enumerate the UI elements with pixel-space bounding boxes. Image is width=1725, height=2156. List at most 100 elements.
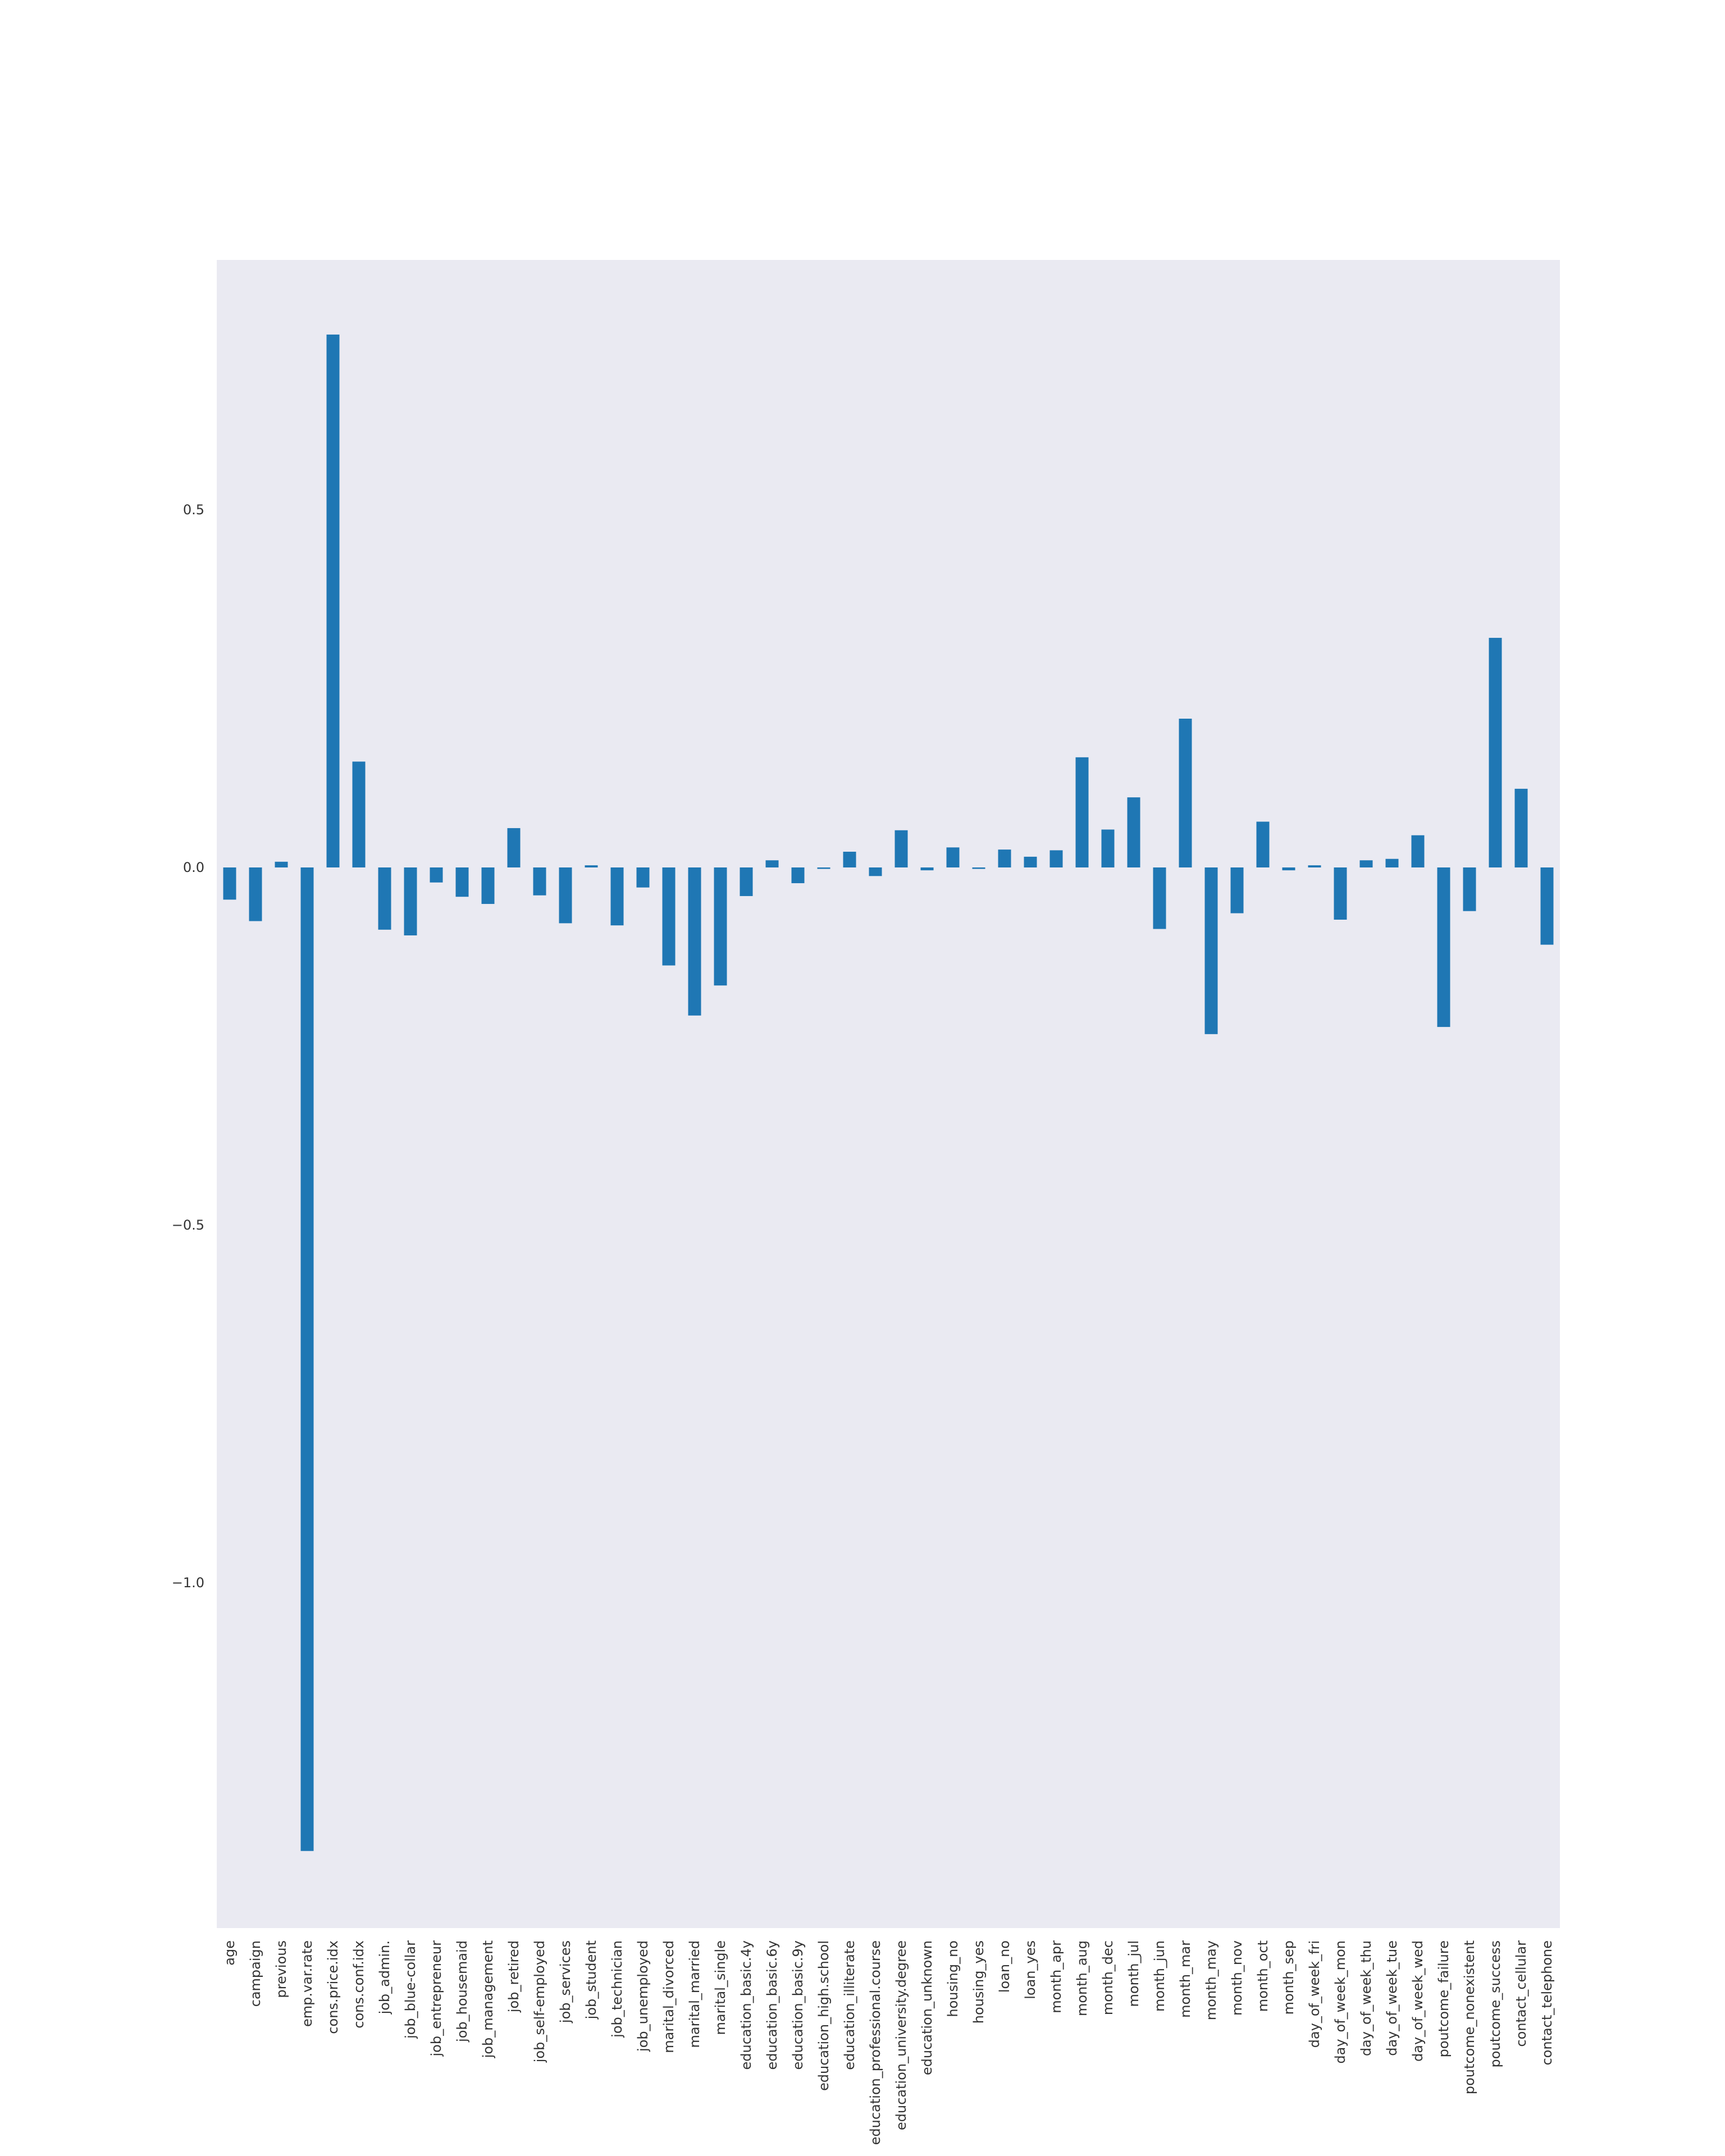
bar-education_high.school (817, 867, 830, 869)
bar-education_university.degree (895, 830, 908, 867)
bar-day_of_week_thu (1359, 860, 1373, 867)
bar-month_sep (1282, 867, 1295, 871)
x-tick-label: job_retired (506, 1940, 522, 2013)
bar-month_aug (1075, 757, 1089, 867)
bar-job_entrepreneur (430, 867, 443, 883)
x-tick-label: month_sep (1281, 1940, 1297, 2015)
x-tick-label: education_illiterate (842, 1940, 857, 2070)
bar-campaign (249, 867, 262, 921)
bar-emp.var.rate (300, 867, 314, 1851)
bar-job_blue-collar (404, 867, 417, 936)
x-tick-label: job_admin. (377, 1940, 393, 2015)
x-tick-label: month_apr (1048, 1940, 1064, 2013)
bar-education_basic.6y (765, 860, 779, 867)
x-tick-label: housing_no (945, 1940, 961, 2017)
x-tick-label: job_housemaid (454, 1940, 470, 2043)
bar-month_apr (1049, 850, 1063, 867)
x-tick-label: job_student (583, 1940, 599, 2020)
bar-education_professional.course (869, 867, 882, 876)
x-tick-label: housing_yes (971, 1940, 987, 2023)
x-tick-label: campaign (248, 1940, 263, 2007)
x-tick-label: job_entrepreneur (428, 1940, 444, 2057)
bar-job_housemaid (455, 867, 469, 897)
x-tick-label: day_of_week_fri (1307, 1940, 1322, 2048)
bar-poutcome_failure (1437, 867, 1450, 1027)
x-tick-label: month_aug (1074, 1940, 1090, 2016)
bar-poutcome_success (1489, 638, 1502, 867)
x-tick-label: day_of_week_tue (1384, 1940, 1400, 2056)
bars-group (223, 334, 1554, 1851)
x-tick-label: job_services (558, 1940, 573, 2023)
bar-job_management (481, 867, 495, 904)
x-tick-label: job_technician (609, 1940, 625, 2038)
y-tick-label: −1.0 (172, 1575, 204, 1591)
x-tick-label: cons.conf.idx (351, 1940, 367, 2029)
x-tick-label: month_oct (1255, 1940, 1271, 2012)
x-tick-label: month_dec (1100, 1940, 1116, 2015)
bar-loan_no (998, 849, 1011, 867)
x-tick-label: education_basic.9y (790, 1940, 806, 2070)
x-tick-label: education_university.degree (893, 1940, 909, 2130)
x-tick-label: day_of_week_wed (1410, 1940, 1426, 2062)
plot-area (217, 260, 1560, 1928)
bar-education_basic.4y (740, 867, 753, 896)
x-tick-label: poutcome_success (1487, 1940, 1503, 2067)
bar-month_mar (1179, 719, 1192, 867)
x-tick-label: job_self-employed (532, 1940, 547, 2063)
x-tick-label: previous (273, 1940, 289, 1998)
y-tick-label: 0.0 (183, 860, 204, 875)
x-tick-label: education_professional.course (868, 1940, 883, 2145)
x-tick-label: marital_divorced (661, 1940, 677, 2053)
bar-cons.price.idx (326, 334, 340, 867)
x-tick-label: marital_single (713, 1940, 728, 2035)
bar-cons.conf.idx (352, 761, 366, 867)
bar-day_of_week_fri (1308, 865, 1321, 867)
x-tick-label: month_nov (1229, 1940, 1245, 2016)
bar-job_student (585, 865, 598, 867)
x-tick-label: job_unemployed (635, 1940, 651, 2052)
x-tick-label: age (222, 1940, 238, 1966)
bar-contact_cellular (1514, 788, 1528, 867)
bar-loan_yes (1024, 856, 1037, 867)
bar-marital_divorced (662, 867, 676, 966)
bar-housing_yes (972, 867, 985, 869)
x-tick-label: poutcome_failure (1436, 1940, 1452, 2057)
x-tick-label: emp.var.rate (299, 1940, 315, 2027)
x-tick-label: education_basic.6y (764, 1940, 780, 2070)
x-tick-label: cons.price.idx (325, 1940, 341, 2034)
x-tick-label: contact_cellular (1513, 1940, 1529, 2047)
bar-poutcome_nonexistent (1463, 867, 1476, 911)
x-tick-label: education_unknown (919, 1940, 935, 2075)
bar-day_of_week_tue (1385, 858, 1399, 867)
x-tick-label: marital_married (687, 1940, 702, 2048)
bar-month_jul (1127, 797, 1140, 867)
bar-housing_no (946, 847, 960, 867)
bar-contact_telephone (1540, 867, 1554, 945)
y-axis: −1.0 −0.5 0.0 0.5 (172, 502, 204, 1591)
x-tick-label: month_mar (1178, 1940, 1193, 2018)
bar-month_dec (1101, 829, 1115, 867)
bar-age (223, 867, 236, 900)
bar-job_technician (610, 867, 624, 926)
bar-education_illiterate (843, 851, 856, 867)
y-tick-label: −0.5 (172, 1217, 204, 1233)
bar-day_of_week_wed (1411, 835, 1425, 867)
bar-job_services (559, 867, 572, 924)
bar-month_nov (1230, 867, 1244, 913)
x-tick-label: job_management (480, 1940, 496, 2058)
bar-education_basic.9y (791, 867, 805, 884)
bar-job_retired (507, 828, 521, 867)
x-tick-label: month_may (1203, 1940, 1219, 2020)
x-tick-label: poutcome_nonexistent (1462, 1940, 1477, 2094)
bar-month_may (1204, 867, 1218, 1034)
x-tick-label: day_of_week_mon (1332, 1940, 1348, 2064)
x-tick-label: education_high.school (816, 1940, 832, 2091)
bar-education_unknown (920, 867, 934, 871)
bar-day_of_week_mon (1334, 867, 1347, 920)
x-tick-label: month_jun (1152, 1940, 1167, 2012)
x-tick-label: month_jul (1126, 1940, 1142, 2007)
x-tick-label: loan_yes (1023, 1940, 1038, 1999)
x-tick-label: contact_telephone (1539, 1940, 1555, 2066)
bar-job_self-employed (533, 867, 546, 896)
